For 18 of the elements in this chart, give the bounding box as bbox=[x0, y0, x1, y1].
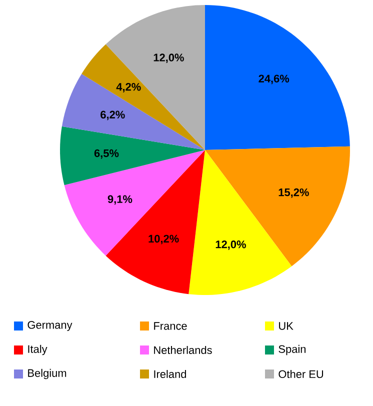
legend-label: Germany bbox=[28, 321, 72, 331]
data-label: 12,0% bbox=[154, 54, 184, 64]
legend-label: Spain bbox=[278, 344, 306, 356]
legend-label: Netherlands bbox=[154, 346, 212, 354]
legend-label: Ireland bbox=[154, 370, 186, 378]
legend-label: Italy bbox=[28, 344, 48, 356]
legend-label: Belgium bbox=[28, 368, 66, 380]
data-label: 6,5% bbox=[94, 149, 119, 159]
legend-label: France bbox=[154, 322, 187, 330]
data-label: 24,6% bbox=[258, 74, 290, 84]
data-label: 15,2% bbox=[278, 188, 309, 198]
legend-label: Other EU bbox=[278, 370, 324, 378]
data-label: 9,1% bbox=[108, 195, 132, 205]
data-label: 10,2% bbox=[148, 234, 179, 244]
data-label: 6,2% bbox=[100, 110, 125, 120]
data-label: 4,2% bbox=[116, 82, 141, 92]
legend-label: UK bbox=[279, 322, 294, 330]
data-label: 12,0% bbox=[216, 240, 246, 250]
